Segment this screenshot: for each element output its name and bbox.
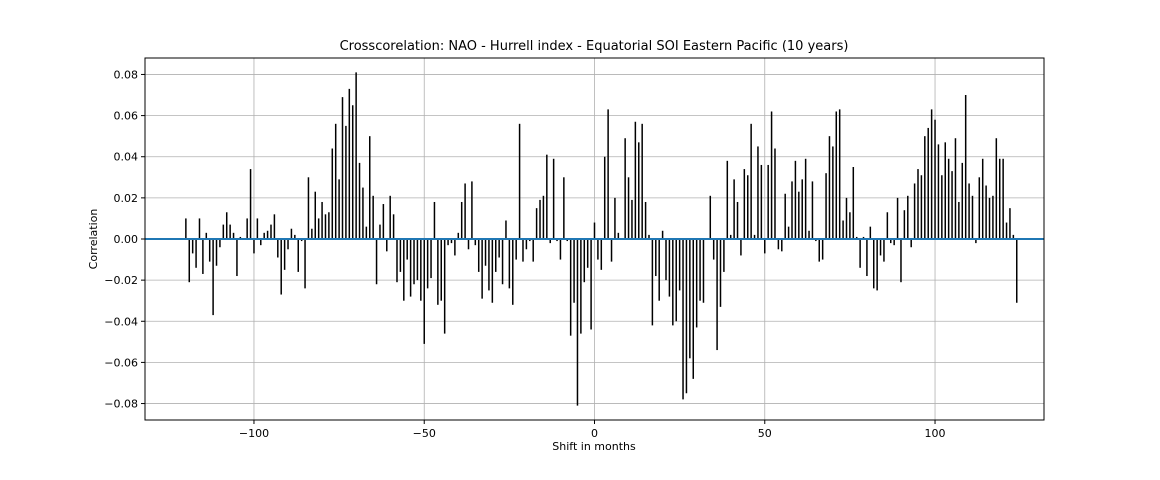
y-tick-label: −0.04: [104, 315, 138, 328]
chart-title: Crosscorelation: NAO - Hurrell index - E…: [340, 39, 849, 54]
x-tick-label: 50: [758, 427, 772, 440]
x-tick-label: 100: [925, 427, 946, 440]
x-tick-label: −50: [413, 427, 436, 440]
y-tick-label: 0.08: [114, 68, 139, 81]
plot-area: −100 −50 0 50 100 −0.08 −0.06 −0.04 −0.02 0.00 0.0…: [104, 57, 1045, 440]
x-axis-label: Shift in months: [552, 440, 636, 453]
y-tick-label: −0.08: [104, 398, 138, 411]
y-tick-label: −0.02: [104, 274, 138, 287]
y-tick-label: 0.04: [114, 151, 139, 164]
x-tick-label: 0: [591, 427, 598, 440]
y-tick-label: 0.06: [114, 110, 139, 123]
y-axis-label: Correlation: [87, 209, 100, 270]
x-tick-label: −100: [239, 427, 269, 440]
y-tick-label: 0.02: [114, 192, 139, 205]
y-tick-label: 0.00: [114, 233, 139, 246]
y-tick-label: −0.06: [104, 356, 138, 369]
